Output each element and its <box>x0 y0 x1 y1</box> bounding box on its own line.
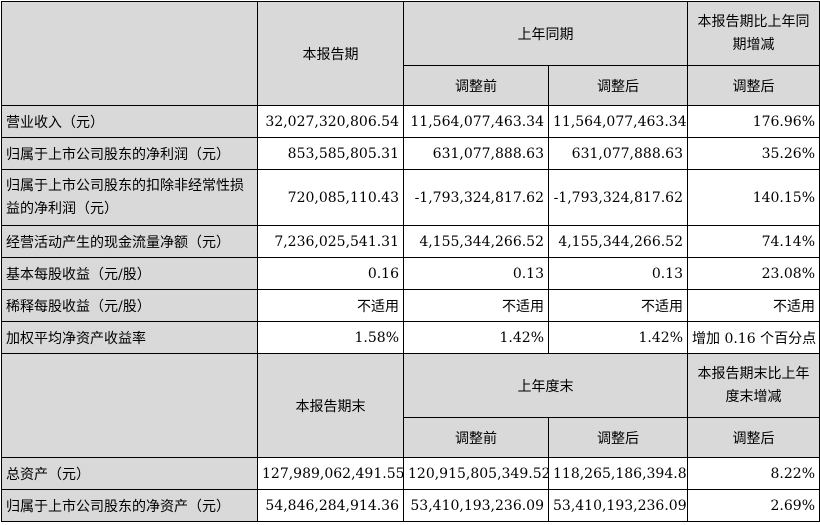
value-change: 74.14% <box>687 225 820 258</box>
table-row: 稀释每股收益（元/股） 不适用 不适用 不适用 不适用 <box>1 289 820 322</box>
header-corner-cell-bottom <box>1 353 258 458</box>
table-row: 经营活动产生的现金流量净额（元） 7,236,025,541.31 4,155,… <box>1 225 820 258</box>
value-after: 118,265,186,394.85 <box>548 457 688 490</box>
table-row: 营业收入（元） 32,027,320,806.54 11,564,077,463… <box>1 105 820 138</box>
value-change: 不适用 <box>687 289 820 322</box>
value-after: 631,077,888.63 <box>548 137 688 170</box>
row-label: 经营活动产生的现金流量净额（元） <box>1 225 258 258</box>
value-change: 增加 0.16 个百分点 <box>687 321 820 354</box>
value-change: 35.26% <box>687 137 820 170</box>
header-row-top: 本报告期 上年同期 本报告期比上年同期增减 <box>1 1 820 106</box>
header-change-after-adjustment: 调整后 <box>687 417 820 458</box>
value-before: 631,077,888.63 <box>403 137 549 170</box>
value-before: 1.42% <box>403 321 549 354</box>
header-last-year-end: 上年度末 <box>403 353 688 418</box>
value-after: 1.42% <box>548 321 688 354</box>
value-after: 0.13 <box>548 257 688 290</box>
header-row-sub: 调整前 调整后 调整后 <box>2 65 820 106</box>
value-change: 140.15% <box>687 169 820 226</box>
header-change-vs-last-year: 本报告期比上年同期增减 <box>687 1 820 66</box>
value-before: 120,915,805,349.52 <box>403 457 549 490</box>
table-row: 加权平均净资产收益率 1.58% 1.42% 1.42% 增加 0.16 个百分… <box>1 321 820 354</box>
table-row: 基本每股收益（元/股） 0.16 0.13 0.13 23.08% <box>1 257 820 290</box>
value-before: 不适用 <box>403 289 549 322</box>
value-before: 4,155,344,266.52 <box>403 225 549 258</box>
header-current-period: 本报告期 <box>257 1 404 106</box>
value-before: 11,564,077,463.34 <box>403 105 549 138</box>
value-current: 7,236,025,541.31 <box>257 225 404 258</box>
header-corner-cell <box>1 1 258 106</box>
value-after: 53,410,193,236.09 <box>548 489 688 522</box>
table-row: 归属于上市公司股东的净利润（元） 853,585,805.31 631,077,… <box>1 137 820 170</box>
value-current: 32,027,320,806.54 <box>257 105 404 138</box>
value-change: 176.96% <box>687 105 820 138</box>
value-after: -1,793,324,817.62 <box>548 169 688 226</box>
value-after: 4,155,344,266.52 <box>548 225 688 258</box>
value-current: 不适用 <box>257 289 404 322</box>
value-current: 1.58% <box>257 321 404 354</box>
value-change: 8.22% <box>687 457 820 490</box>
value-current: 853,585,805.31 <box>257 137 404 170</box>
header-row-sub-bottom: 调整前 调整后 调整后 <box>2 417 820 458</box>
table-row: 总资产（元） 127,989,062,491.55 120,915,805,34… <box>1 457 820 490</box>
value-change: 2.69% <box>687 489 820 522</box>
header-current-period-end: 本报告期末 <box>257 353 404 458</box>
value-before: 53,410,193,236.09 <box>403 489 549 522</box>
row-label: 营业收入（元） <box>1 105 258 138</box>
value-current: 127,989,062,491.55 <box>257 457 404 490</box>
value-current: 720,085,110.43 <box>257 169 404 226</box>
row-label: 归属于上市公司股东的净资产（元） <box>1 489 258 522</box>
header-before-adjustment: 调整前 <box>403 65 549 106</box>
header-last-year-same-period: 上年同期 <box>403 1 688 66</box>
row-label: 加权平均净资产收益率 <box>1 321 258 354</box>
header-row-bottom: 本报告期末 上年度末 本报告期末比上年度末增减 <box>1 353 820 458</box>
row-label: 归属于上市公司股东的扣除非经常性损益的净利润（元） <box>1 169 258 226</box>
header-after-adjustment: 调整后 <box>548 65 688 106</box>
value-after: 11,564,077,463.34 <box>548 105 688 138</box>
header-after-adjustment: 调整后 <box>548 417 688 458</box>
value-after: 不适用 <box>548 289 688 322</box>
header-change-vs-last-year-end: 本报告期末比上年度末增减 <box>687 353 820 418</box>
row-label: 基本每股收益（元/股） <box>1 257 258 290</box>
header-before-adjustment: 调整前 <box>403 417 549 458</box>
table-row: 归属于上市公司股东的净资产（元） 54,846,284,914.36 53,41… <box>1 489 820 522</box>
header-change-after-adjustment: 调整后 <box>687 65 820 106</box>
table-row: 归属于上市公司股东的扣除非经常性损益的净利润（元） 720,085,110.43… <box>1 169 820 226</box>
value-current: 54,846,284,914.36 <box>257 489 404 522</box>
row-label: 总资产（元） <box>1 457 258 490</box>
value-before: 0.13 <box>403 257 549 290</box>
value-current: 0.16 <box>257 257 404 290</box>
value-change: 23.08% <box>687 257 820 290</box>
value-before: -1,793,324,817.62 <box>403 169 549 226</box>
row-label: 归属于上市公司股东的净利润（元） <box>1 137 258 170</box>
row-label: 稀释每股收益（元/股） <box>1 289 258 322</box>
